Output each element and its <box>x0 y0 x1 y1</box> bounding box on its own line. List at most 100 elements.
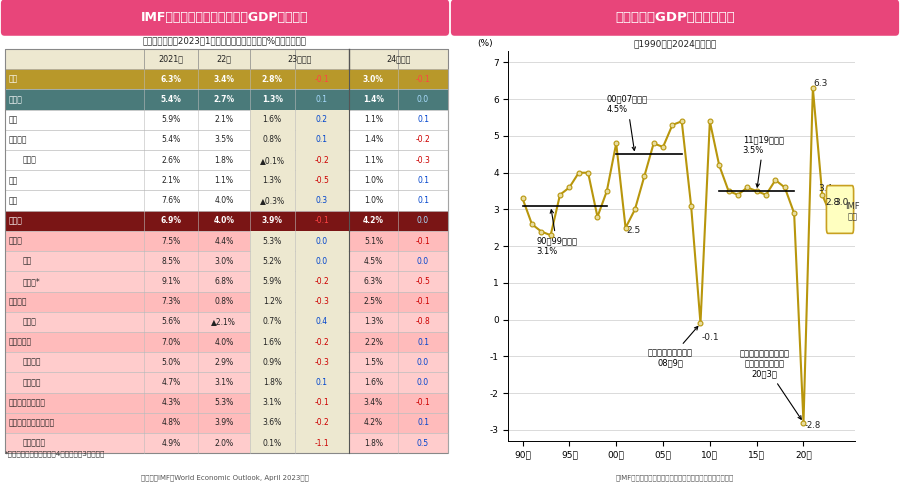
Bar <box>250 171 349 191</box>
Bar <box>250 332 349 352</box>
Text: ドイツ: ドイツ <box>22 156 36 165</box>
Bar <box>4 89 448 110</box>
Text: 1.5%: 1.5% <box>364 358 383 367</box>
Bar <box>250 413 349 433</box>
Text: *年度ベース（上記各年の4月から翠年3月まで）: *年度ベース（上記各年の4月から翠年3月まで） <box>4 450 105 457</box>
Text: 7.5%: 7.5% <box>161 237 181 245</box>
Text: 英国: 英国 <box>9 196 18 205</box>
Text: 世界の実質GDP成長率の推移: 世界の実質GDP成長率の推移 <box>615 11 735 24</box>
Text: -0.2: -0.2 <box>314 277 329 286</box>
Bar <box>250 433 349 453</box>
Text: 中東・北アフリカ: 中東・北アフリカ <box>9 398 46 407</box>
Text: -0.1: -0.1 <box>701 333 719 342</box>
Text: 0.1: 0.1 <box>417 338 429 346</box>
Bar <box>4 49 448 69</box>
Bar <box>4 312 448 332</box>
Text: 0.0: 0.0 <box>417 216 429 225</box>
Text: 0.9%: 0.9% <box>263 358 282 367</box>
Text: 0.0: 0.0 <box>316 237 328 245</box>
Text: 0.1: 0.1 <box>316 95 328 104</box>
Text: 0.7%: 0.7% <box>263 318 282 326</box>
Text: 中国: 中国 <box>22 257 32 266</box>
Text: 3.4: 3.4 <box>818 184 832 193</box>
Text: 3.4%: 3.4% <box>364 398 383 407</box>
Bar <box>4 110 448 130</box>
Text: 3.9%: 3.9% <box>214 418 233 427</box>
Text: 5.2%: 5.2% <box>263 257 282 266</box>
Text: 世界: 世界 <box>9 75 18 84</box>
Text: 0.4: 0.4 <box>316 318 328 326</box>
Text: 5.6%: 5.6% <box>161 318 181 326</box>
Text: 11〜19年平均
3.5%: 11〜19年平均 3.5% <box>742 135 784 187</box>
Text: 1.8%: 1.8% <box>263 378 282 387</box>
Text: 5.4%: 5.4% <box>161 135 181 145</box>
Text: 5.4%: 5.4% <box>160 95 182 104</box>
Text: 0.0: 0.0 <box>316 257 328 266</box>
Bar <box>4 251 448 271</box>
Text: 1.0%: 1.0% <box>364 196 383 205</box>
Bar <box>4 413 448 433</box>
Text: 0.3: 0.3 <box>316 196 328 205</box>
Text: 0.1%: 0.1% <box>263 439 282 448</box>
Text: -0.2: -0.2 <box>416 135 430 145</box>
Text: 0.8%: 0.8% <box>263 135 282 145</box>
Bar <box>250 372 349 392</box>
Text: 0.1: 0.1 <box>417 418 429 427</box>
Text: 4.5%: 4.5% <box>364 257 383 266</box>
Bar <box>250 271 349 292</box>
Text: 0.1: 0.1 <box>316 135 328 145</box>
Bar <box>4 130 448 150</box>
Bar <box>250 392 349 413</box>
Text: -0.3: -0.3 <box>314 297 329 306</box>
Bar <box>4 150 448 170</box>
Text: （出所：IMF「World Economic Outlook, April 2023」）: （出所：IMF「World Economic Outlook, April 20… <box>141 475 309 481</box>
Text: 1.6%: 1.6% <box>364 378 383 387</box>
Text: 3.1%: 3.1% <box>214 378 233 387</box>
Text: (%): (%) <box>477 39 493 48</box>
Bar <box>4 271 448 292</box>
Text: -0.1: -0.1 <box>314 398 329 407</box>
Text: 4.9%: 4.9% <box>161 439 181 448</box>
Text: 0.0: 0.0 <box>417 378 429 387</box>
Bar <box>4 352 448 372</box>
Text: 2.1%: 2.1% <box>161 176 181 185</box>
Text: 2.5: 2.5 <box>626 226 641 235</box>
Text: 1.8%: 1.8% <box>364 439 383 448</box>
Text: 00〜07年平均
4.5%: 00〜07年平均 4.5% <box>607 95 648 150</box>
Text: 0.8%: 0.8% <box>214 297 233 306</box>
Text: 2.9%: 2.9% <box>214 358 233 367</box>
Text: 5.1%: 5.1% <box>364 237 383 245</box>
Text: 3.0%: 3.0% <box>214 257 233 266</box>
Bar <box>4 292 448 312</box>
Text: 2.6%: 2.6% <box>161 156 181 165</box>
Text: 5.3%: 5.3% <box>214 398 233 407</box>
Bar <box>4 231 448 251</box>
Bar <box>250 130 349 150</box>
Text: 6.9%: 6.9% <box>160 216 182 225</box>
Text: -0.1: -0.1 <box>416 75 430 84</box>
Text: 9.1%: 9.1% <box>161 277 181 286</box>
Text: 先進国: 先進国 <box>9 95 22 104</box>
Text: 1.4%: 1.4% <box>364 135 383 145</box>
Text: 2.7%: 2.7% <box>213 95 234 104</box>
Text: インド*: インド* <box>22 277 40 286</box>
Text: 3.0%: 3.0% <box>363 75 384 84</box>
Text: 5.0%: 5.0% <box>161 358 181 367</box>
Text: ▲2.1%: ▲2.1% <box>212 318 237 326</box>
Bar <box>250 292 349 312</box>
Text: 1.0%: 1.0% <box>364 176 383 185</box>
Text: 1.6%: 1.6% <box>263 338 282 346</box>
FancyBboxPatch shape <box>1 0 449 36</box>
Text: 2.8: 2.8 <box>825 198 839 207</box>
Bar <box>4 392 448 413</box>
Text: 6.3%: 6.3% <box>364 277 383 286</box>
Text: ＜白背景部分は2023年1月時点の予測との比較（%ポイント）＞: ＜白背景部分は2023年1月時点の予測との比較（%ポイント）＞ <box>143 36 307 45</box>
Text: 0.1: 0.1 <box>417 196 429 205</box>
Text: 5.9%: 5.9% <box>263 277 282 286</box>
Text: 2.1%: 2.1% <box>214 115 233 124</box>
Text: 0.1: 0.1 <box>316 378 328 387</box>
Bar <box>250 150 349 170</box>
Text: 23年予測: 23年予測 <box>287 54 311 64</box>
Text: アジア: アジア <box>9 237 22 245</box>
Text: 1.1%: 1.1% <box>214 176 233 185</box>
